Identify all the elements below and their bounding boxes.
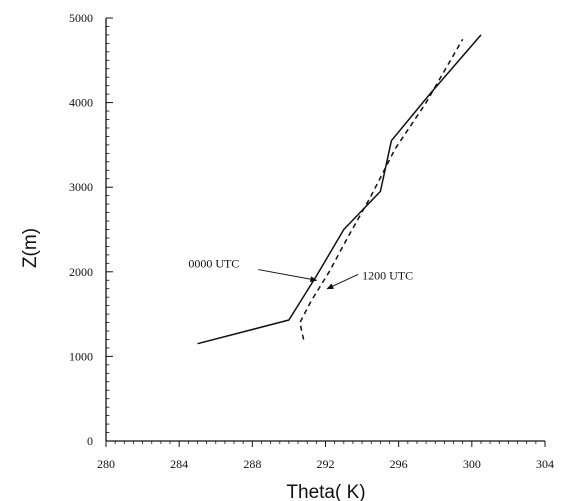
annotation-arrow xyxy=(326,273,359,290)
x-tick-label: 292 xyxy=(317,457,335,471)
x-tick-label: 304 xyxy=(536,457,554,471)
annotation-arrow xyxy=(258,269,318,283)
series-line-solid xyxy=(197,34,482,345)
y-tick-label: 4000 xyxy=(69,96,93,110)
annotation-layer: 0000 UTC 1200 UTC xyxy=(188,257,413,290)
x-axis-title: Theta( K) xyxy=(286,482,365,501)
y-axis-title: Z(m) xyxy=(20,228,41,268)
annotation-label: 1200 UTC xyxy=(362,268,413,282)
axes: 280 284 288 292 296 300 304 0 1000 2000 3000 4000 50… xyxy=(69,11,554,471)
y-tick-label: 5000 xyxy=(69,11,93,25)
series-line-dashed xyxy=(299,38,464,340)
y-tick-label: 0 xyxy=(87,434,93,448)
y-tick-label: 1000 xyxy=(69,349,93,363)
y-tick-label: 3000 xyxy=(69,180,93,194)
x-tick-label: 300 xyxy=(463,457,481,471)
annotation-label: 0000 UTC xyxy=(188,257,239,271)
x-tick-label: 296 xyxy=(390,457,408,471)
y-tick-label: 2000 xyxy=(69,265,93,279)
x-tick-label: 280 xyxy=(97,457,115,471)
series-layer xyxy=(197,34,482,345)
x-tick-label: 284 xyxy=(170,457,188,471)
x-tick-label: 288 xyxy=(243,457,261,471)
